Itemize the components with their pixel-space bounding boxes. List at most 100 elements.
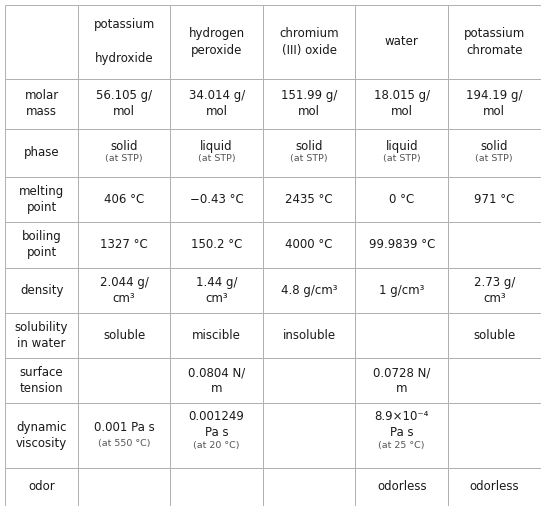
- Bar: [448, 5, 541, 79]
- Bar: [448, 222, 541, 267]
- Bar: [355, 468, 448, 506]
- Text: soluble: soluble: [103, 329, 145, 342]
- Bar: [170, 267, 263, 313]
- Bar: [170, 313, 263, 358]
- Text: solid: solid: [295, 140, 323, 153]
- Bar: [263, 468, 355, 506]
- Text: boiling
point: boiling point: [22, 230, 62, 260]
- Bar: [78, 222, 170, 267]
- Text: 99.9839 °C: 99.9839 °C: [369, 238, 435, 251]
- Bar: [78, 358, 170, 403]
- Bar: [5, 468, 78, 506]
- Text: 2.73 g/
cm³: 2.73 g/ cm³: [473, 275, 515, 305]
- Bar: [355, 313, 448, 358]
- Text: odorless: odorless: [377, 480, 426, 493]
- Text: density: density: [20, 284, 63, 297]
- Text: 150.2 °C: 150.2 °C: [191, 238, 242, 251]
- Text: potassium
chromate: potassium chromate: [464, 27, 525, 57]
- Text: 34.014 g/
mol: 34.014 g/ mol: [188, 89, 245, 119]
- Bar: [5, 267, 78, 313]
- Text: solid: solid: [110, 140, 138, 153]
- Text: 406 °C: 406 °C: [104, 193, 144, 206]
- Bar: [263, 177, 355, 222]
- Text: molar
mass: molar mass: [25, 89, 59, 119]
- Text: odorless: odorless: [470, 480, 519, 493]
- Bar: [448, 403, 541, 468]
- Bar: [448, 313, 541, 358]
- Text: 4.8 g/cm³: 4.8 g/cm³: [281, 284, 337, 297]
- Text: 971 °C: 971 °C: [474, 193, 514, 206]
- Bar: [5, 5, 78, 79]
- Bar: [170, 129, 263, 177]
- Bar: [170, 358, 263, 403]
- Bar: [355, 358, 448, 403]
- Bar: [5, 403, 78, 468]
- Text: (at STP): (at STP): [383, 154, 420, 163]
- Bar: [78, 5, 170, 79]
- Text: (at 20 °C): (at 20 °C): [193, 441, 240, 450]
- Bar: [78, 129, 170, 177]
- Text: melting
point: melting point: [19, 185, 64, 214]
- Text: 151.99 g/
mol: 151.99 g/ mol: [281, 89, 337, 119]
- Text: 0.0804 N/
m: 0.0804 N/ m: [188, 366, 245, 395]
- Text: insoluble: insoluble: [283, 329, 336, 342]
- Bar: [263, 129, 355, 177]
- Bar: [263, 79, 355, 129]
- Text: 1327 °C: 1327 °C: [100, 238, 148, 251]
- Text: water: water: [385, 35, 419, 49]
- Bar: [5, 177, 78, 222]
- Text: chromium
(III) oxide: chromium (III) oxide: [280, 27, 339, 57]
- Text: 18.015 g/
mol: 18.015 g/ mol: [373, 89, 430, 119]
- Text: 8.9×10⁻⁴
Pa s: 8.9×10⁻⁴ Pa s: [375, 410, 429, 439]
- Bar: [355, 267, 448, 313]
- Bar: [78, 267, 170, 313]
- Bar: [170, 403, 263, 468]
- Bar: [263, 5, 355, 79]
- Text: 2.044 g/
cm³: 2.044 g/ cm³: [100, 275, 149, 305]
- Text: (at STP): (at STP): [476, 154, 513, 163]
- Text: 0.0728 N/
m: 0.0728 N/ m: [373, 366, 430, 395]
- Text: 0 °C: 0 °C: [389, 193, 414, 206]
- Bar: [263, 267, 355, 313]
- Bar: [78, 468, 170, 506]
- Bar: [78, 177, 170, 222]
- Text: potassium

hydroxide: potassium hydroxide: [93, 18, 155, 65]
- Text: solubility
in water: solubility in water: [15, 321, 68, 350]
- Text: phase: phase: [24, 147, 60, 159]
- Bar: [5, 222, 78, 267]
- Text: (at STP): (at STP): [290, 154, 328, 163]
- Text: liquid: liquid: [200, 140, 233, 153]
- Bar: [263, 222, 355, 267]
- Bar: [263, 313, 355, 358]
- Text: dynamic
viscosity: dynamic viscosity: [16, 421, 67, 450]
- Bar: [78, 79, 170, 129]
- Bar: [170, 5, 263, 79]
- Text: 1.44 g/
cm³: 1.44 g/ cm³: [196, 275, 238, 305]
- Bar: [448, 468, 541, 506]
- Text: 194.19 g/
mol: 194.19 g/ mol: [466, 89, 523, 119]
- Text: (at STP): (at STP): [105, 154, 143, 163]
- Bar: [355, 79, 448, 129]
- Bar: [355, 222, 448, 267]
- Text: −0.43 °C: −0.43 °C: [190, 193, 244, 206]
- Bar: [355, 129, 448, 177]
- Text: liquid: liquid: [385, 140, 418, 153]
- Text: odor: odor: [28, 480, 55, 493]
- Text: (at 25 °C): (at 25 °C): [378, 441, 425, 450]
- Bar: [448, 267, 541, 313]
- Bar: [170, 222, 263, 267]
- Text: surface
tension: surface tension: [20, 366, 63, 395]
- Bar: [448, 177, 541, 222]
- Bar: [170, 177, 263, 222]
- Bar: [170, 79, 263, 129]
- Text: 56.105 g/
mol: 56.105 g/ mol: [96, 89, 152, 119]
- Bar: [448, 129, 541, 177]
- Text: (at 550 °C): (at 550 °C): [98, 438, 150, 448]
- Bar: [5, 79, 78, 129]
- Text: 0.001 Pa s: 0.001 Pa s: [94, 421, 155, 434]
- Bar: [263, 358, 355, 403]
- Bar: [355, 177, 448, 222]
- Text: solid: solid: [480, 140, 508, 153]
- Bar: [78, 313, 170, 358]
- Bar: [5, 129, 78, 177]
